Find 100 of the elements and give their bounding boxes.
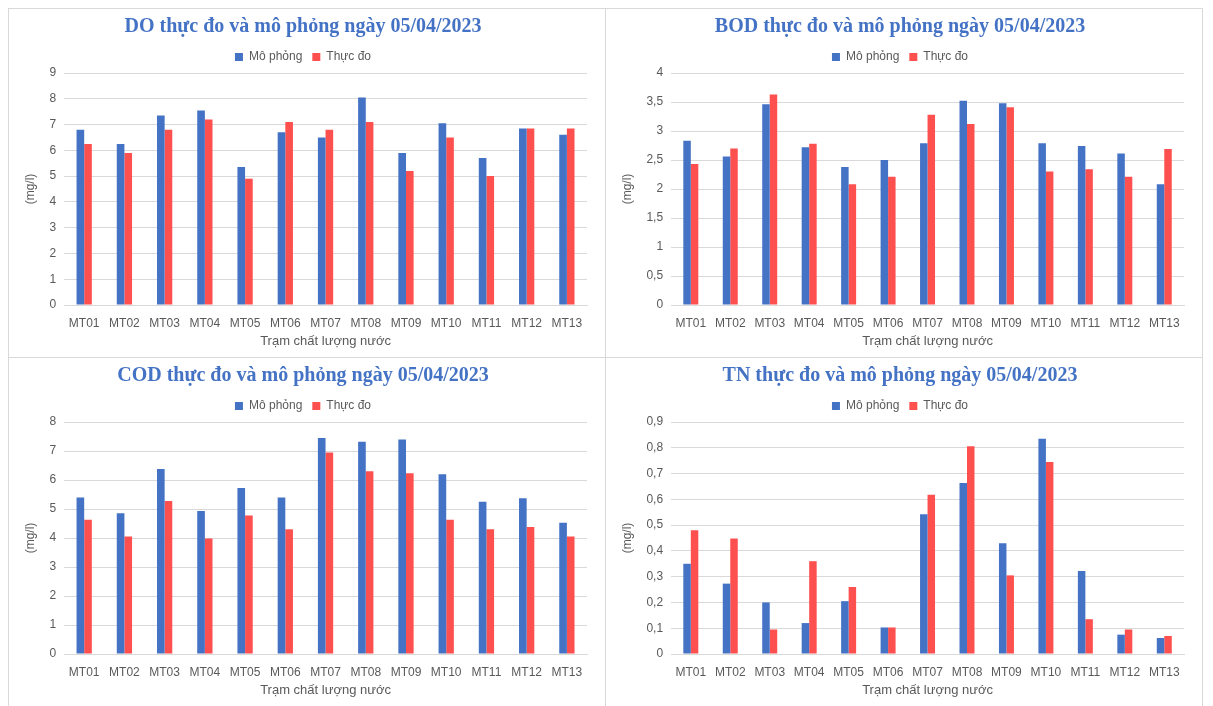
bar — [237, 488, 246, 654]
y-tick-label: 0,6 — [646, 491, 664, 506]
y-tick-label: 3 — [656, 123, 664, 138]
bar — [156, 115, 165, 305]
bar — [245, 178, 253, 305]
y-tick-label: 4 — [49, 530, 57, 545]
bar — [998, 543, 1007, 654]
bar — [1006, 107, 1014, 305]
bar — [438, 474, 447, 654]
x-tick-label: MT05 — [833, 664, 865, 679]
bar — [164, 129, 173, 305]
y-tick-label: 1 — [656, 239, 664, 254]
bar — [1045, 461, 1054, 654]
x-tick-label: MT12 — [511, 315, 543, 330]
x-tick-label: MT07 — [912, 664, 944, 679]
bar — [325, 129, 334, 305]
x-tick-label: MT01 — [68, 664, 100, 679]
bar — [690, 530, 699, 654]
bar — [801, 147, 810, 305]
legend-label: Mô phỏng — [845, 49, 900, 64]
bar — [1038, 143, 1046, 305]
legend-label: Mô phỏng — [248, 398, 303, 413]
y-axis-title: (mg/l) — [22, 522, 37, 554]
y-tick-label: 5 — [49, 168, 57, 183]
bar — [1077, 571, 1086, 654]
y-axis-title: (mg/l) — [619, 522, 634, 554]
bar — [486, 529, 495, 654]
bar — [848, 586, 857, 654]
y-tick-label: 4 — [656, 65, 664, 80]
bar — [1164, 148, 1172, 305]
y-tick-label: 2,5 — [646, 152, 664, 167]
y-tick-label: 0 — [656, 646, 664, 661]
x-tick-label: MT01 — [675, 315, 707, 330]
legend-label: Thực đo — [326, 398, 372, 413]
y-tick-label: 6 — [49, 472, 57, 487]
bar — [888, 176, 896, 305]
x-tick-label: MT13 — [1148, 315, 1180, 330]
bar — [959, 100, 967, 305]
bar — [1124, 629, 1133, 654]
bar — [358, 441, 366, 654]
chart-title: TN thực đo và mô phỏng ngày 05/04/2023 — [722, 363, 1078, 387]
bar — [358, 97, 366, 305]
bar — [1077, 146, 1086, 305]
bar — [1085, 169, 1093, 305]
bar — [1156, 638, 1165, 654]
x-tick-label: MT12 — [1109, 664, 1141, 679]
bar — [526, 526, 535, 654]
y-tick-label: 3,5 — [646, 94, 664, 109]
bar — [1045, 171, 1054, 305]
x-tick-label: MT05 — [229, 315, 261, 330]
x-tick-label: MT07 — [310, 315, 342, 330]
bar — [559, 134, 567, 305]
x-tick-label: MT13 — [1148, 664, 1180, 679]
x-tick-label: MT13 — [551, 664, 583, 679]
bar — [486, 176, 495, 305]
x-axis-title: Trạm chất lượng nước — [260, 332, 392, 348]
legend-label: Mô phỏng — [248, 49, 303, 64]
bar — [277, 497, 286, 654]
bar — [1117, 634, 1125, 654]
y-tick-label: 3 — [49, 559, 57, 574]
y-tick-label: 0,5 — [646, 517, 664, 532]
bar — [398, 152, 406, 305]
bar — [365, 471, 374, 654]
bar — [124, 152, 133, 305]
bar — [762, 602, 770, 654]
y-axis-title: (mg/l) — [619, 173, 634, 205]
legend-label: Thực đo — [923, 49, 969, 64]
bar — [559, 522, 567, 654]
bar — [116, 513, 125, 654]
x-axis-title: Trạm chất lượng nước — [260, 681, 392, 697]
y-tick-label: 0,7 — [646, 465, 664, 480]
bar — [1117, 153, 1125, 305]
bar — [967, 446, 975, 654]
y-tick-label: 8 — [49, 414, 57, 429]
x-tick-label: MT09 — [390, 664, 422, 679]
bar — [76, 129, 85, 305]
x-tick-label: MT02 — [714, 664, 746, 679]
y-tick-label: 1,5 — [646, 210, 664, 225]
x-tick-label: MT02 — [714, 315, 746, 330]
y-tick-label: 2 — [49, 245, 57, 260]
bar — [519, 498, 527, 654]
y-tick-label: 4 — [49, 194, 57, 209]
y-tick-label: 0,8 — [646, 440, 664, 455]
x-tick-label: MT04 — [793, 664, 825, 679]
bar — [927, 114, 936, 305]
x-tick-label: MT08 — [951, 664, 983, 679]
x-tick-label: MT08 — [350, 664, 382, 679]
y-tick-label: 0,2 — [646, 594, 664, 609]
y-tick-label: 8 — [49, 91, 57, 106]
bar — [683, 563, 691, 654]
bar — [880, 160, 889, 305]
bar — [566, 536, 575, 654]
bar — [722, 583, 731, 654]
bar — [888, 627, 896, 654]
x-tick-label: MT08 — [350, 315, 382, 330]
x-tick-label: MT03 — [149, 664, 181, 679]
y-tick-label: 0,1 — [646, 620, 664, 635]
bar — [998, 103, 1007, 305]
bar — [365, 121, 374, 305]
bar — [325, 452, 334, 654]
